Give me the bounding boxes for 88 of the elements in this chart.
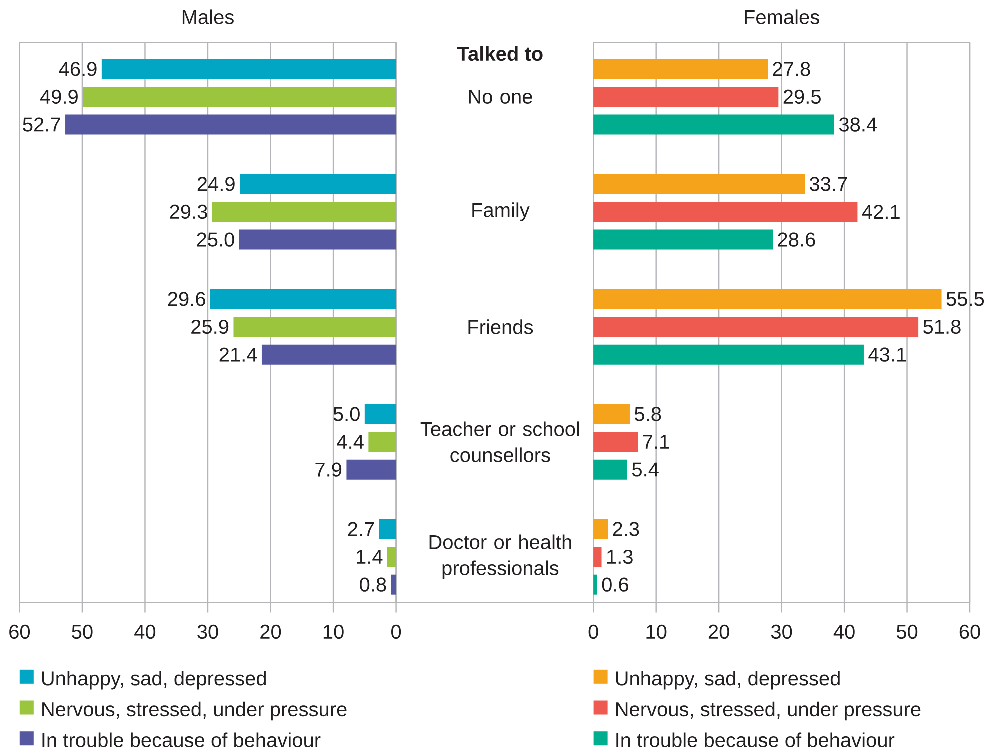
bar [239,230,396,250]
legend-label: Unhappy, sad, depressed [616,671,840,690]
legend-label: Nervous, stressed, under pressure [42,702,347,721]
data-label: 2.3 [613,522,640,536]
bar [594,202,858,222]
data-label: 42.1 [862,205,900,219]
chart-title: Males [182,10,234,24]
x-tick-label: 60 [10,624,30,640]
data-label: 24.9 [198,177,235,192]
bar [391,574,396,595]
data-label: 49.9 [40,90,78,104]
data-label: 0.8 [360,578,386,592]
bar [594,289,942,310]
y-axis-title: Talked to [458,46,543,62]
data-label: 43.1 [868,348,906,362]
bar [83,86,396,107]
data-label: 25.9 [192,320,229,334]
x-tick-label: 20 [708,624,730,640]
data-label: 33.7 [810,177,848,192]
data-label: 1.4 [357,550,383,564]
data-label: 5.8 [634,407,662,422]
data-label: 29.5 [784,90,821,104]
bar [346,460,396,480]
bar [594,574,598,595]
data-label: 46.9 [59,62,97,76]
x-tick-label: 50 [896,624,918,640]
y-tick-label: Doctor or health professionals [430,534,572,580]
bar [379,519,396,540]
data-label: 5.0 [334,407,360,422]
data-label: 52.7 [23,118,60,132]
data-label: 21.4 [220,348,258,362]
x-tick-label: 10 [324,624,344,640]
bar [102,59,396,80]
bar [594,432,638,452]
bar [594,86,779,107]
x-tick-label: 30 [771,624,792,640]
data-label: 29.6 [168,292,206,306]
legend-label: In trouble because of behaviour [616,732,895,748]
data-label: 55.5 [946,292,984,306]
bar [594,174,806,194]
x-tick-label: 20 [260,624,282,640]
bar [212,202,396,222]
data-label: 4.4 [337,435,364,449]
y-tick-label: Friends [468,320,534,334]
x-tick-label: 50 [72,624,93,640]
bar [66,114,396,135]
y-tick-label: No one [469,90,532,104]
y-tick-label: Family [472,202,530,222]
x-tick-label: 30 [198,624,218,640]
bar [594,460,628,480]
legend-label: Unhappy, sad, depressed [42,671,266,690]
bar [234,317,396,338]
bar [594,317,919,338]
bar [594,404,630,424]
data-label: 51.8 [924,320,961,334]
bar [594,59,768,80]
data-label: 2.7 [348,522,374,536]
data-label: 5.4 [632,462,659,477]
bar [594,344,864,365]
data-label: 7.9 [316,462,342,477]
x-tick-label: 10 [646,624,667,640]
data-label: 38.4 [839,118,878,132]
data-label: 0.6 [602,578,628,592]
bar [594,519,608,540]
bar [594,547,602,568]
bar [388,547,396,568]
x-tick-label: 40 [834,624,855,640]
data-label: 29.3 [170,204,208,220]
legend-label: In trouble because of behaviour [42,732,321,748]
data-label: 28.6 [778,232,816,247]
x-tick-label: 0 [392,624,402,640]
data-label: 1.3 [607,550,633,564]
x-tick-label: 60 [960,624,980,640]
bar [262,344,396,365]
y-tick-label: Teacher or school counsellors [420,422,580,462]
bar [368,432,396,452]
chart-title: Females [745,10,820,24]
data-label: 7.1 [643,435,670,449]
bar [594,114,834,135]
legend-label: Nervous, stressed, under pressure [616,702,921,721]
x-tick-label: 0 [588,624,598,640]
bar [364,404,396,424]
x-tick-label: 40 [134,624,156,640]
bar [240,174,396,194]
bar [594,230,774,250]
bar [210,289,396,310]
data-label: 25.0 [197,232,234,247]
data-label: 27.8 [773,62,810,76]
